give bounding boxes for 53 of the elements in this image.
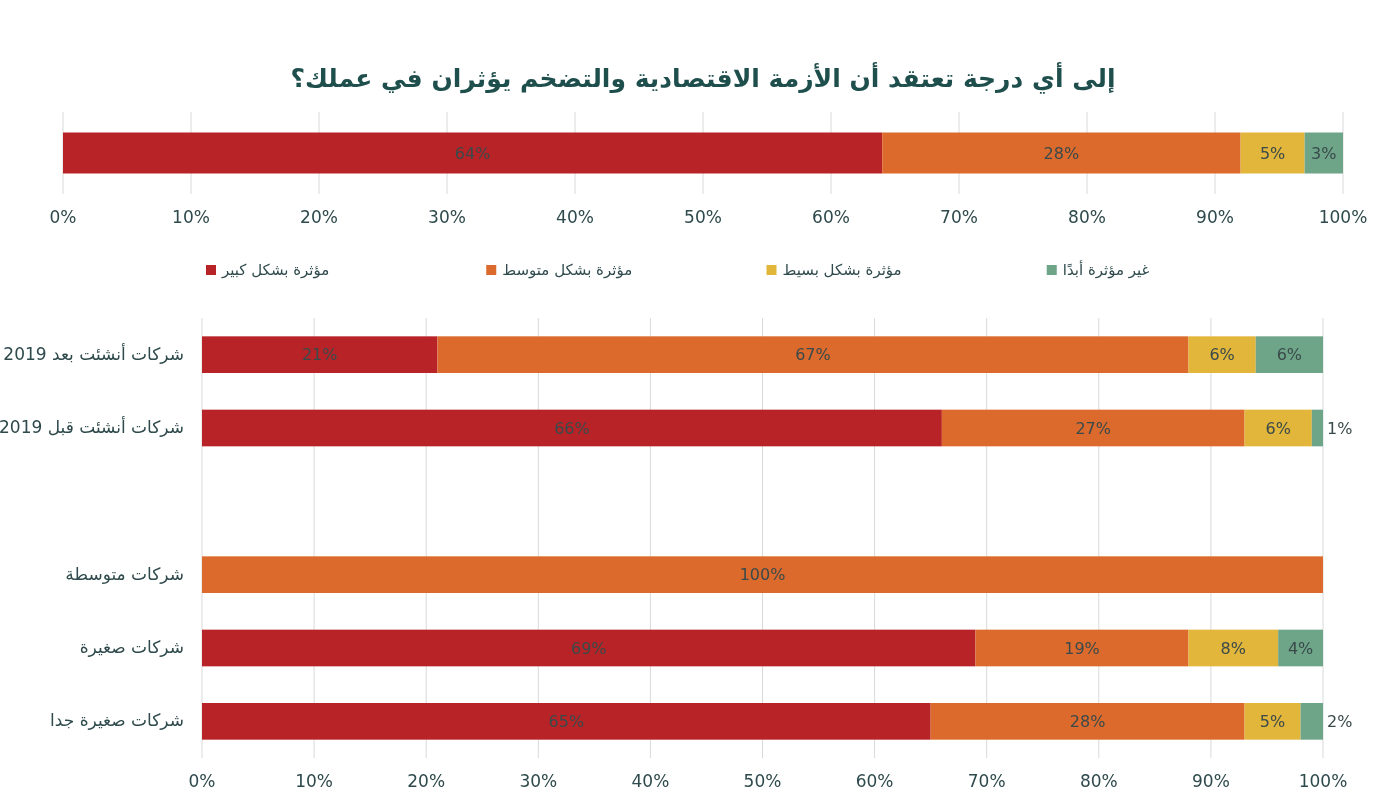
x-tick-label: 70%: [967, 771, 1006, 791]
data-label: 64%: [454, 143, 491, 163]
data-label: 8%: [1220, 638, 1246, 658]
x-tick-label: 90%: [1192, 771, 1230, 791]
x-tick-label: 80%: [1068, 207, 1106, 227]
y-tick-label: شركات أنشئت بعد 2019: [3, 343, 184, 364]
data-label: 6%: [1276, 345, 1303, 365]
x-tick-label: 60%: [812, 207, 850, 227]
title: إلى أي درجة تعتقد أن الأزمة الاقتصادية والتضخم يؤثران في عملك؟: [290, 64, 1116, 93]
x-tick-label: 50%: [743, 771, 782, 791]
x-tick-label: 0%: [188, 771, 216, 791]
data-label: 1%: [1327, 418, 1353, 438]
x-tick-label: 40%: [631, 771, 670, 791]
y-tick-label: شركات صغيرة: [79, 637, 184, 657]
legend-label: غير مؤثرة أبدًا: [1062, 260, 1150, 279]
data-label: 2%: [1327, 711, 1353, 731]
x-tick-label: 20%: [407, 771, 446, 791]
x-tick-label: 40%: [556, 207, 594, 227]
data-label: 6%: [1209, 345, 1235, 365]
data-label: 19%: [1064, 638, 1100, 658]
x-tick-label: 30%: [428, 207, 466, 227]
x-tick-label: 20%: [300, 207, 338, 227]
legend-label: مؤثرة بشكل متوسط: [502, 260, 633, 279]
data-label: 21%: [301, 345, 338, 365]
data-label: 67%: [795, 345, 831, 365]
x-tick-label: 10%: [295, 771, 333, 791]
data-label: 100%: [739, 565, 786, 585]
data-label: 69%: [570, 638, 607, 658]
x-tick-label: 90%: [1196, 207, 1234, 227]
data-label: 5%: [1259, 143, 1286, 163]
legend-label: مؤثرة بشكل كبير: [222, 260, 330, 279]
y-tick-label: شركات متوسطة: [65, 563, 184, 584]
data-label: 5%: [1259, 711, 1286, 731]
x-tick-label: 100%: [1318, 207, 1368, 227]
data-label: 6%: [1265, 418, 1291, 438]
x-tick-label: 50%: [684, 207, 722, 227]
x-tick-label: 70%: [940, 207, 978, 227]
data-label: 65%: [548, 711, 585, 731]
x-tick-label: 80%: [1079, 771, 1118, 791]
y-tick-label: شركات صغيرة جدا: [50, 710, 184, 731]
data-label: 27%: [1075, 418, 1111, 438]
y-tick-label: شركات أنشئت قبل 2019: [0, 417, 184, 437]
legend-label: مؤثرة بشكل بسيط: [782, 260, 902, 279]
data-label: 3%: [1311, 143, 1337, 163]
x-tick-label: 60%: [855, 771, 894, 791]
data-label: 28%: [1043, 143, 1080, 163]
data-label: 66%: [554, 418, 590, 438]
x-tick-label: 0%: [49, 207, 77, 227]
data-label: 28%: [1069, 711, 1106, 731]
x-tick-label: 30%: [519, 771, 558, 791]
x-tick-label: 10%: [172, 207, 210, 227]
x-tick-label: 100%: [1298, 771, 1348, 791]
data-label: 4%: [1287, 638, 1314, 658]
